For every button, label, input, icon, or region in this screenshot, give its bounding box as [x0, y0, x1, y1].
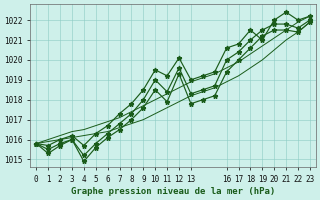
X-axis label: Graphe pression niveau de la mer (hPa): Graphe pression niveau de la mer (hPa): [71, 187, 275, 196]
